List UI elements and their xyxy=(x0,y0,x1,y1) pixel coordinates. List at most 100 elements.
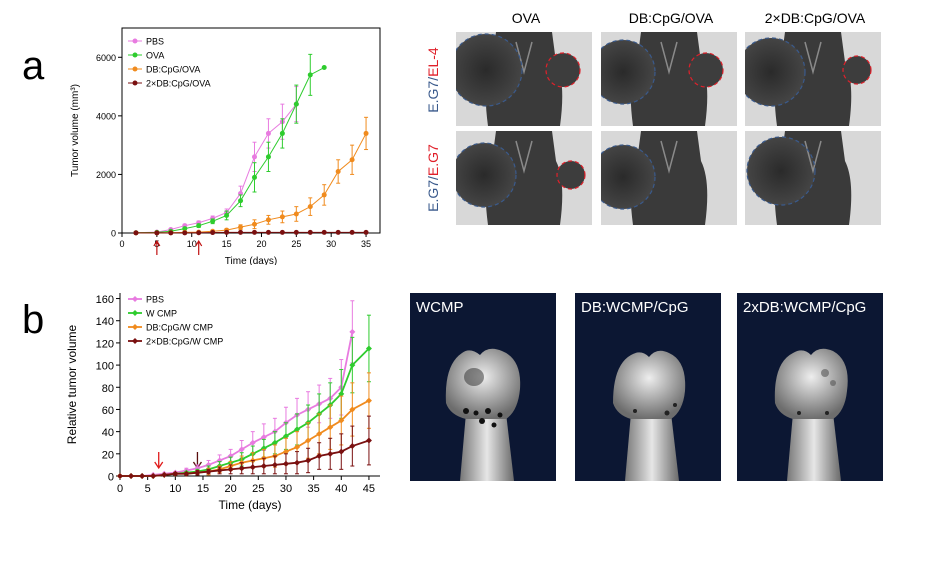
data-point xyxy=(327,424,334,431)
data-point xyxy=(251,174,257,180)
y-tick-label: 0 xyxy=(108,472,114,484)
x-tick-label: 35 xyxy=(307,483,319,495)
x-tick-label: 15 xyxy=(222,239,232,249)
data-point xyxy=(294,459,301,466)
data-point xyxy=(349,362,356,369)
x-tick-label: 0 xyxy=(119,239,124,249)
data-point xyxy=(349,157,355,163)
row-label-left: E.G7 xyxy=(425,80,441,113)
data-point xyxy=(271,439,278,446)
data-point xyxy=(238,198,244,204)
series-line xyxy=(135,103,297,234)
legend-label: DB:CpG/W CMP xyxy=(146,323,213,333)
data-point xyxy=(294,426,301,433)
xray-drawing xyxy=(745,131,881,225)
data-point xyxy=(279,229,285,235)
data-point xyxy=(294,444,301,451)
data-point xyxy=(224,229,230,235)
y-tick-label: 80 xyxy=(102,383,114,395)
xray-drawing xyxy=(745,32,881,126)
series-line xyxy=(120,347,370,477)
legend-marker xyxy=(132,338,138,344)
data-point xyxy=(224,212,230,218)
x-tick-label: 30 xyxy=(280,483,292,495)
treatment-arrow-head xyxy=(154,461,164,470)
data-point xyxy=(271,461,278,468)
data-point xyxy=(128,473,135,479)
data-point xyxy=(307,229,313,235)
relative-tumor-volume-chart-b: 0 5 10 15 20 25 30 35 40 45 0 20 40 60 80 100 120 140 160 T… xyxy=(65,293,380,512)
legend-label: PBS xyxy=(146,37,164,47)
data-point xyxy=(154,230,160,236)
x-tick-label: 10 xyxy=(187,239,197,249)
data-point xyxy=(365,397,372,404)
y-tick-label: 100 xyxy=(96,361,114,373)
treatment-arrow-head xyxy=(153,239,161,247)
x-tick-label: 25 xyxy=(252,483,264,495)
bone-image xyxy=(613,350,686,481)
legend-label: 2×DB:CpG/OVA xyxy=(146,79,211,89)
data-point xyxy=(196,230,202,236)
series-3 xyxy=(133,229,369,236)
data-point xyxy=(161,471,168,478)
y-tick-label: 2000 xyxy=(96,170,116,180)
data-point xyxy=(321,65,327,71)
x-tick-label: 5 xyxy=(145,483,151,495)
data-point xyxy=(321,229,327,235)
row-label-sep: / xyxy=(425,76,441,81)
data-point xyxy=(307,72,313,78)
data-point xyxy=(335,169,341,174)
data-point xyxy=(282,448,289,455)
data-point xyxy=(265,154,271,160)
data-point xyxy=(139,473,146,479)
data-point xyxy=(265,229,271,235)
mouse-xray-image xyxy=(456,32,592,126)
x-axis-label: Time (days) xyxy=(225,256,277,265)
data-point xyxy=(182,230,188,236)
series-1 xyxy=(133,53,327,236)
data-point xyxy=(227,466,234,473)
tumor-volume-chart-a: 051015202530350200040006000Time (days)Tu… xyxy=(70,27,381,265)
series-line xyxy=(120,331,354,477)
y-tick-label: 160 xyxy=(96,294,114,306)
bone-image xyxy=(774,348,848,481)
y-axis-label: Relative tumor volume xyxy=(65,324,79,444)
data-point xyxy=(249,464,256,471)
x-tick-label: 0 xyxy=(117,483,123,495)
data-point xyxy=(279,130,285,136)
data-point xyxy=(260,434,267,441)
data-point xyxy=(365,345,372,352)
panel-letter-a: a xyxy=(22,44,45,88)
legend-marker xyxy=(132,310,138,316)
column-header-db-cpg-ova: DB:CpG/OVA xyxy=(628,10,714,26)
legend-label: OVA xyxy=(146,51,164,61)
legend-marker xyxy=(132,296,138,302)
x-tick-label: 10 xyxy=(169,483,181,495)
y-tick-label: 6000 xyxy=(96,53,116,63)
data-point xyxy=(282,460,289,467)
legend-label: PBS xyxy=(146,295,164,305)
treatment-arrow-head xyxy=(195,239,203,247)
data-point xyxy=(316,453,323,460)
data-point xyxy=(338,448,345,455)
data-point xyxy=(205,468,212,475)
data-point xyxy=(363,130,369,136)
legend-label: W CMP xyxy=(146,309,177,319)
data-point xyxy=(238,224,244,230)
x-tick-label: 40 xyxy=(335,483,347,495)
panel-letter-b: b xyxy=(22,298,45,342)
ct-label-2xdb-wcmp-cpg: 2xDB:WCMP/CpG xyxy=(743,299,867,316)
data-point xyxy=(238,465,245,472)
row-label-eg7-eg7: E.G7/E.G7 xyxy=(425,138,441,218)
x-axis-label: Time (days) xyxy=(219,498,282,512)
data-point xyxy=(150,473,157,479)
data-point xyxy=(251,221,257,227)
y-tick-label: 0 xyxy=(111,229,116,239)
y-tick-label: 60 xyxy=(102,405,114,417)
y-tick-label: 140 xyxy=(96,316,114,328)
x-tick-label: 30 xyxy=(326,239,336,249)
data-point xyxy=(227,453,234,460)
row-label-right: E.G7 xyxy=(425,144,441,177)
row-label-sep: / xyxy=(425,176,441,180)
data-point xyxy=(349,406,356,413)
